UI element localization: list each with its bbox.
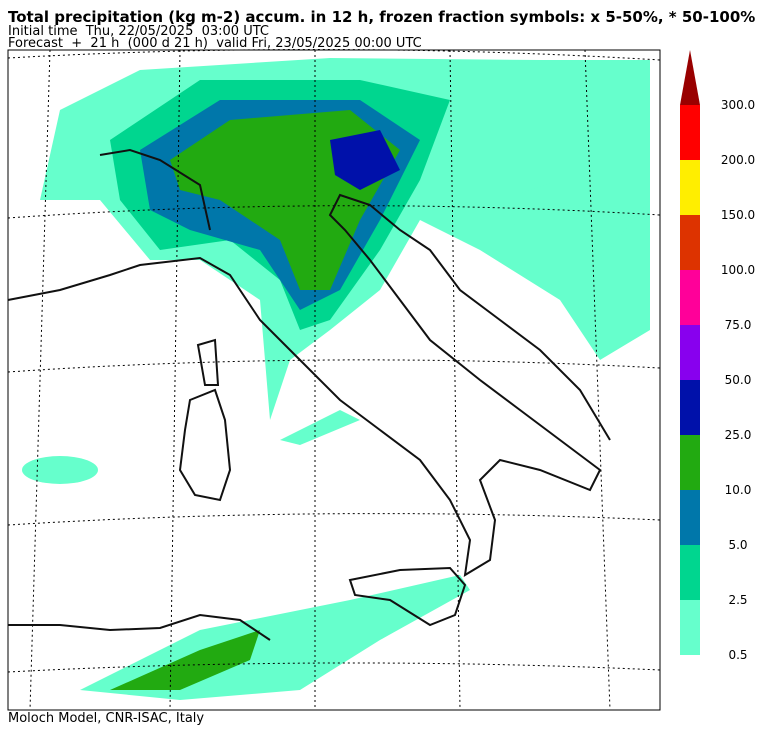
footer: Moloch Model, CNR-ISAC, Italy [8, 711, 204, 726]
colorbar-segment [680, 435, 700, 490]
colorbar-label: 150.0 [721, 208, 755, 222]
colorbar-label: 200.0 [721, 153, 755, 167]
colorbar-segment [680, 270, 700, 325]
colorbar-label: 10.0 [725, 483, 752, 497]
initial-time: Initial time Thu, 22/05/2025 03:00 UTC [8, 24, 269, 39]
forecast-time: Forecast + 21 h (000 d 21 h) valid Fri, … [8, 36, 422, 51]
coastlines [7, 148, 611, 641]
colorbar-segment [680, 105, 700, 160]
colorbar-label: 2.5 [728, 593, 747, 607]
colorbar-label: 0.5 [728, 648, 747, 662]
map [7, 48, 661, 711]
colorbar-label: 50.0 [725, 373, 752, 387]
precipitation [22, 58, 650, 700]
colorbar-label: 25.0 [725, 428, 752, 442]
title: Total precipitation (kg m-2) accum. in 1… [8, 8, 755, 26]
colorbar-segment [680, 160, 700, 215]
colorbar-segment [680, 490, 700, 545]
colorbar-segment [680, 215, 700, 270]
colorbar-label: 300.0 [721, 98, 755, 112]
colorbar-segment [680, 600, 700, 655]
colorbar-label: 5.0 [728, 538, 747, 552]
colorbar-extension [680, 50, 700, 105]
colorbar-label: 75.0 [725, 318, 752, 332]
colorbar-segment [680, 325, 700, 380]
colorbar-segment [680, 380, 700, 435]
colorbar: 0.5 2.5 5.0 10.0 25.0 50.0 75.0 100.0 150.0 200.0… [680, 50, 755, 662]
colorbar-label: 100.0 [721, 263, 755, 277]
graticule [7, 48, 661, 711]
colorbar-segment [680, 545, 700, 600]
